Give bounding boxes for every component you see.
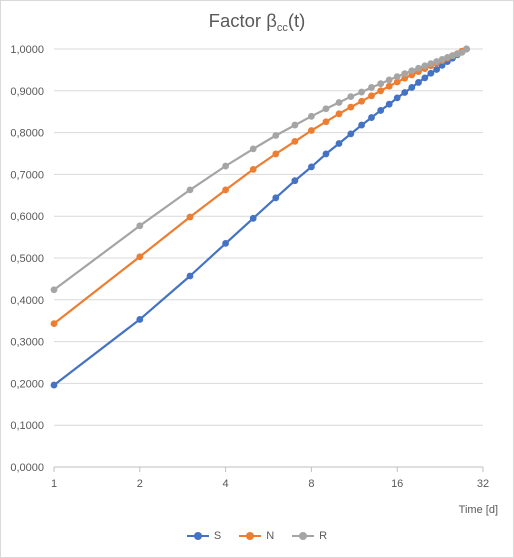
data-point-S — [308, 163, 315, 171]
data-point-S — [186, 272, 194, 280]
data-point-S — [136, 316, 144, 323]
data-point-S — [222, 239, 230, 247]
legend-marker-icon — [239, 531, 262, 541]
data-point-S — [291, 177, 299, 185]
data-point-R — [136, 222, 144, 230]
data-point-R — [427, 60, 435, 68]
x-tick-label: 2 — [137, 478, 143, 490]
data-point-S — [368, 114, 375, 121]
data-point-S — [377, 107, 385, 114]
legend-label: S — [213, 530, 222, 542]
data-point-S — [358, 121, 365, 129]
legend-marker-icon — [186, 531, 209, 541]
data-point-S — [249, 214, 257, 222]
data-point-S — [335, 140, 343, 147]
data-point-S — [408, 84, 416, 91]
y-tick-label: 0,1000 — [10, 420, 44, 432]
data-point-N — [50, 320, 58, 328]
y-tick-label: 0,4000 — [10, 295, 44, 307]
x-tick-label: 8 — [308, 478, 314, 490]
data-point-R — [408, 67, 416, 75]
y-tick-label: 0,2000 — [10, 378, 44, 390]
chart-title-subscript: cc — [276, 22, 288, 34]
x-axis-title: Time [d] — [459, 504, 498, 516]
data-point-S — [347, 130, 355, 138]
x-tick-label: 16 — [391, 478, 403, 490]
data-point-N — [358, 97, 365, 105]
data-point-R — [401, 70, 409, 78]
x-tick-label: 4 — [223, 478, 229, 490]
y-tick-label: 0,3000 — [10, 337, 44, 349]
chart-title-tail: (t) — [287, 10, 306, 31]
data-point-R — [393, 73, 401, 80]
data-point-S — [433, 66, 441, 73]
data-point-S — [427, 69, 435, 77]
data-point-R — [50, 286, 58, 294]
data-point-R — [385, 76, 393, 84]
data-point-N — [393, 78, 401, 86]
data-point-S — [421, 74, 429, 82]
y-tick-label: 0,0000 — [10, 462, 44, 474]
series-line-R — [53, 48, 468, 291]
data-point-S — [393, 94, 401, 102]
y-tick-label: 0,8000 — [10, 128, 44, 140]
data-point-R — [272, 132, 280, 139]
y-tick-label: 0,5000 — [10, 253, 44, 265]
data-point-R — [249, 145, 257, 153]
data-point-R — [368, 84, 375, 91]
data-point-R — [421, 62, 429, 70]
data-point-S — [322, 150, 330, 158]
data-point-R — [415, 64, 422, 72]
data-point-N — [249, 165, 257, 173]
data-point-S — [385, 100, 393, 108]
data-point-N — [335, 110, 343, 118]
data-point-R — [322, 105, 330, 113]
data-point-N — [385, 82, 393, 90]
legend-marker-icon — [292, 531, 315, 541]
data-point-R — [308, 112, 315, 120]
data-point-N — [322, 118, 330, 126]
data-point-N — [186, 213, 194, 221]
data-point-S — [401, 89, 409, 96]
x-tick-label: 1 — [51, 478, 57, 490]
data-point-R — [438, 56, 446, 63]
legend-item-R: R — [292, 530, 327, 542]
data-point-N — [222, 186, 230, 194]
series-line-S — [53, 48, 468, 386]
y-tick-label: 0,7000 — [10, 169, 44, 181]
legend-item-S: S — [186, 530, 222, 542]
y-tick-label: 1,0000 — [10, 44, 44, 56]
data-point-R — [335, 99, 343, 106]
legend-item-N: N — [239, 530, 274, 542]
data-point-R — [433, 58, 441, 65]
data-point-N — [136, 253, 144, 261]
data-point-R — [291, 121, 299, 129]
legend-label: N — [266, 530, 275, 542]
data-point-R — [358, 88, 365, 96]
data-point-N — [291, 137, 299, 145]
x-tick-label: 32 — [477, 478, 489, 490]
data-point-S — [50, 381, 58, 389]
data-point-N — [272, 150, 280, 158]
data-point-R — [377, 80, 385, 88]
chart-title: Factor βcc(t) — [0, 10, 514, 34]
chart-title-main: Factor β — [208, 10, 277, 31]
data-point-R — [186, 186, 194, 194]
data-point-N — [377, 87, 385, 95]
legend-label: R — [319, 530, 328, 542]
y-tick-label: 0,6000 — [10, 211, 44, 223]
data-point-S — [415, 79, 422, 86]
data-point-N — [347, 103, 355, 111]
data-point-S — [272, 194, 280, 202]
y-tick-label: 0,9000 — [10, 86, 44, 98]
data-point-R — [463, 45, 470, 53]
data-point-N — [308, 127, 315, 134]
data-point-N — [368, 92, 375, 100]
data-point-R — [222, 162, 230, 170]
data-point-R — [347, 93, 355, 101]
